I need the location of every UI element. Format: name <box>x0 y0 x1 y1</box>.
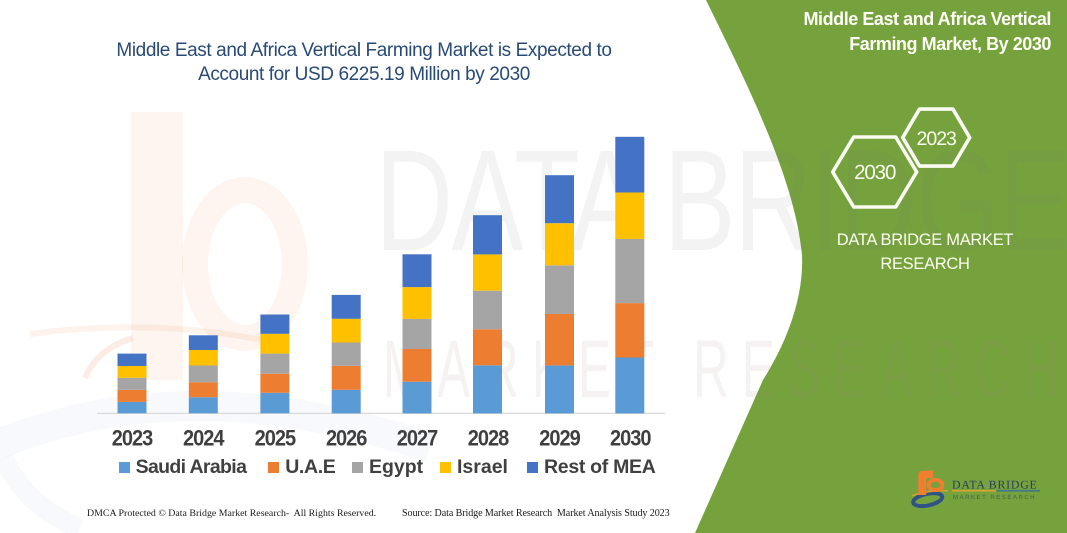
svg-text:2030: 2030 <box>854 161 896 184</box>
svg-text:DATA BRIDGE: DATA BRIDGE <box>952 477 1038 491</box>
svg-text:2023: 2023 <box>917 128 957 150</box>
svg-text:MARKET RESEARCH: MARKET RESEARCH <box>953 494 1036 501</box>
